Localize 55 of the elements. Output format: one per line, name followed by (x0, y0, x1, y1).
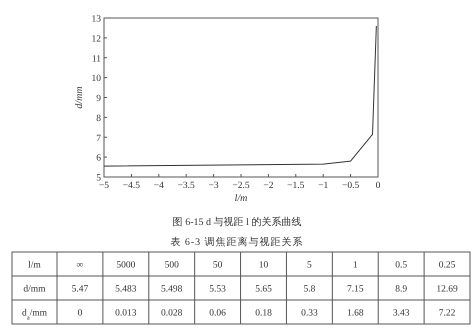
text: 10 (258, 260, 268, 270)
y-tick-label: 9 (96, 94, 102, 104)
text: 0.25 (438, 260, 456, 270)
text: 图 6-15 d 与视距 l 的关系曲线 (172, 216, 302, 228)
x-tick-label: −4.5 (122, 181, 140, 191)
text: 5.483 (115, 284, 137, 294)
y-tick-label: 7 (96, 134, 102, 144)
text: 12.69 (436, 284, 458, 294)
text: 7.15 (346, 284, 364, 294)
x-tick-label: −1.5 (287, 181, 305, 191)
text: 7.22 (438, 308, 456, 318)
line-series (104, 25, 377, 167)
y-tick-label: 6 (96, 154, 102, 164)
y-tick-label: 8 (96, 114, 102, 124)
text: 8.9 (395, 284, 408, 294)
text: d/mm (23, 284, 46, 294)
text: 0.06 (209, 308, 226, 318)
text: 50 (212, 260, 223, 270)
text: 0.013 (115, 308, 137, 318)
y-tick-label: 5 (96, 174, 102, 184)
text: 1.68 (346, 308, 364, 318)
x-tick-label: −5 (98, 181, 110, 191)
y-axis-title: d/mm (74, 86, 85, 109)
y-tick-label: 12 (92, 34, 102, 44)
text: 5.8 (303, 284, 316, 294)
text: 0 (78, 308, 83, 318)
text: l/m (28, 260, 42, 270)
x-tick-label: −3 (208, 181, 219, 191)
text: 1 (352, 260, 358, 270)
x-tick-label: −2 (263, 181, 274, 191)
y-tick-label: 10 (92, 74, 102, 84)
text: 5.498 (161, 284, 183, 294)
x-tick-label: −2.5 (232, 181, 250, 191)
x-axis-title: l/m (234, 193, 248, 204)
text: 0.028 (161, 308, 183, 318)
x-tick-label: −1 (318, 181, 329, 191)
text: d$_{a}$/mm (22, 308, 48, 321)
x-tick-label: −4 (154, 181, 164, 191)
text: 0.5 (395, 260, 408, 270)
x-tick-label: −0.5 (342, 181, 360, 191)
text: 5000 (116, 260, 136, 270)
text: 5.47 (72, 284, 89, 294)
text: 0.33 (301, 308, 318, 318)
text: 0.18 (255, 308, 272, 318)
text: ∞ (76, 260, 84, 270)
y-tick-label: 13 (92, 14, 102, 24)
x-tick-label: 0 (376, 181, 381, 191)
text: 5.65 (255, 284, 272, 294)
text: 表 6-3 调焦距离与视距关系 (170, 236, 304, 248)
text: 500 (164, 260, 180, 270)
text: 5 (307, 260, 312, 270)
x-tick-label: −3.5 (178, 181, 196, 191)
text: 5.53 (209, 284, 226, 294)
y-tick-label: 11 (92, 54, 102, 64)
text: 3.43 (392, 308, 410, 318)
